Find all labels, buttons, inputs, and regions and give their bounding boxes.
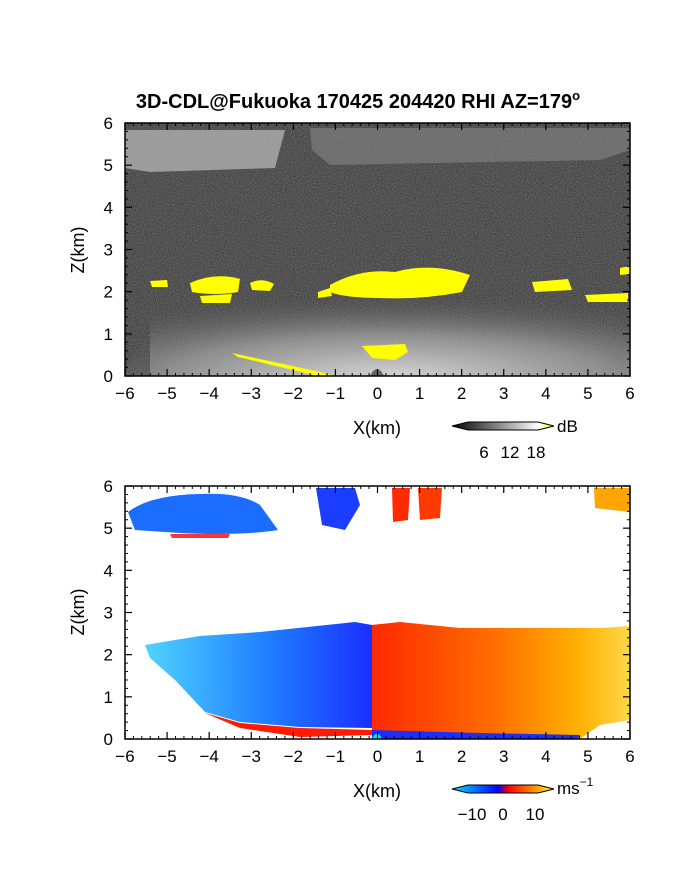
- velocity-upper-cell-pos: [392, 488, 410, 522]
- x-tick-label: −3: [242, 384, 261, 403]
- velocity-positive-region: [372, 622, 630, 739]
- x-tick-label: −6: [115, 747, 134, 766]
- x-tick-label: 6: [625, 747, 634, 766]
- intensity-axes: −6 −5 −4 −3 −2 −1 0 1 2 3 4 5 6 0 1 2 3 4 5 6: [104, 114, 635, 403]
- x-tick-label: 2: [457, 384, 466, 403]
- x-tick-label: 1: [415, 747, 424, 766]
- x-tick-label: −1: [326, 747, 345, 766]
- velocity-negative-edge: [205, 713, 372, 737]
- intensity-colorbar-bar: [451, 421, 555, 431]
- velocity-colorbar-unit: ms−1: [557, 775, 594, 798]
- x-tick-label: −4: [199, 384, 218, 403]
- boundary-layer-glow-core: [127, 281, 627, 376]
- y-tick-label: 4: [104, 198, 113, 217]
- intensity-colorbar-unit: dB: [557, 417, 578, 436]
- velocity-upper-right: [594, 488, 630, 512]
- velocity-ylabel: Z(km): [68, 589, 88, 636]
- y-tick-label: 2: [104, 283, 113, 302]
- upper-cloud-layer: [125, 130, 285, 172]
- x-tick-label: 3: [499, 384, 508, 403]
- upper-cloud-layer-right: [310, 128, 630, 165]
- y-tick-label: 0: [104, 367, 113, 386]
- y-tick-label: 6: [104, 114, 113, 133]
- intensity-xlabel: X(km): [353, 418, 401, 438]
- x-tick-label: 1: [415, 384, 424, 403]
- velocity-colorbar-bar: [451, 784, 555, 794]
- velocity-upper-negative-edge: [170, 534, 230, 538]
- x-tick-label: −2: [284, 747, 303, 766]
- x-tick-label: 5: [583, 384, 592, 403]
- velocity-colorbar-tick: 10: [526, 805, 545, 824]
- y-tick-label: 5: [104, 519, 113, 538]
- velocity-upper-cell-pos2: [418, 488, 442, 520]
- y-tick-label: 2: [104, 646, 113, 665]
- x-tick-label: 4: [541, 384, 550, 403]
- intensity-colorbar-tick: 12: [501, 443, 520, 462]
- velocity-xlabel: X(km): [353, 781, 401, 801]
- velocity-upper-negative-layer: [128, 493, 278, 534]
- y-tick-label: 1: [104, 688, 113, 707]
- x-tick-label: 0: [373, 747, 382, 766]
- x-tick-label: −6: [115, 384, 134, 403]
- x-tick-label: −1: [326, 384, 345, 403]
- y-tick-label: 6: [104, 477, 113, 496]
- x-tick-label: 2: [457, 747, 466, 766]
- x-tick-label: 4: [541, 747, 550, 766]
- velocity-colorbar-tick: −10: [458, 805, 487, 824]
- y-tick-label: 3: [104, 604, 113, 623]
- y-tick-label: 5: [104, 156, 113, 175]
- x-tick-label: 5: [583, 747, 592, 766]
- velocity-colorbar-tick: 0: [498, 805, 507, 824]
- intensity-colorbar-tick: 18: [527, 443, 546, 462]
- velocity-axes: −6 −5 −4 −3 −2 −1 0 1 2 3 4 5 6 0 1 2 3 4 5 6: [104, 477, 635, 766]
- x-tick-label: 6: [625, 384, 634, 403]
- x-tick-label: −5: [157, 384, 176, 403]
- intensity-colorbar: dB 6 12 18: [451, 417, 578, 462]
- x-tick-label: −4: [199, 747, 218, 766]
- velocity-colorbar: ms−1 −10 0 10: [451, 775, 594, 824]
- y-tick-label: 1: [104, 325, 113, 344]
- intensity-field: [125, 123, 630, 376]
- velocity-positive-base: [372, 730, 580, 739]
- y-tick-label: 4: [104, 561, 113, 580]
- velocity-upper-cell-neg: [316, 488, 360, 530]
- figure-title: 3D-CDL@Fukuoka 170425 204420 RHI AZ=179o: [136, 88, 580, 113]
- y-tick-label: 0: [104, 730, 113, 749]
- y-tick-label: 3: [104, 241, 113, 260]
- velocity-negative-region: [145, 622, 372, 728]
- intensity-ylabel: Z(km): [68, 227, 88, 274]
- x-tick-label: −3: [242, 747, 261, 766]
- x-tick-label: −5: [157, 747, 176, 766]
- velocity-field: [125, 486, 630, 739]
- x-tick-label: 3: [499, 747, 508, 766]
- x-tick-label: −2: [284, 384, 303, 403]
- intensity-colorbar-tick: 6: [479, 443, 488, 462]
- x-tick-label: 0: [373, 384, 382, 403]
- high-intensity-bands: [150, 266, 630, 376]
